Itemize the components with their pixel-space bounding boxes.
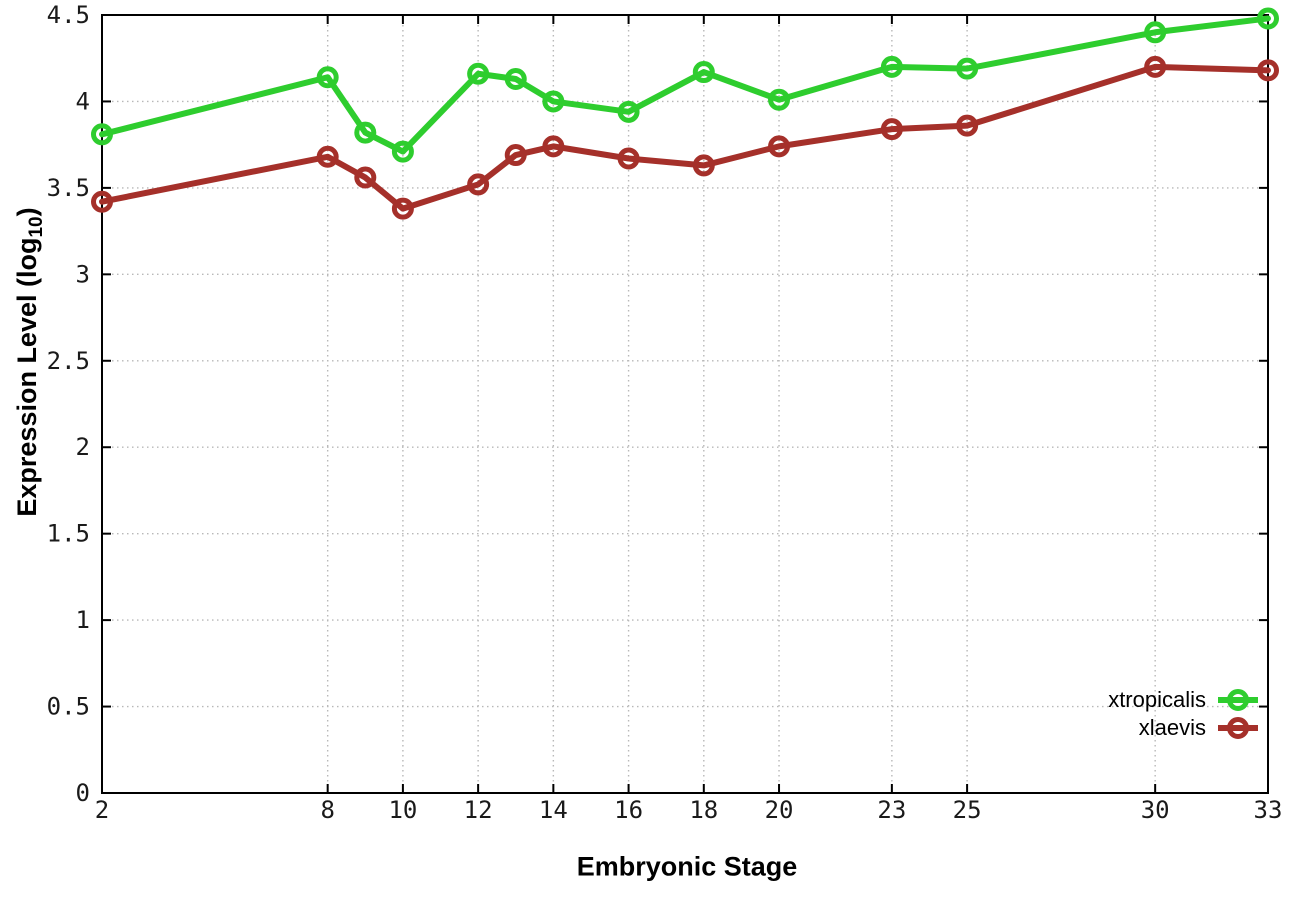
x-tick-label: 23 [877, 796, 906, 824]
y-tick-label: 3.5 [47, 174, 90, 202]
data-point-xtropicalis-10 [391, 140, 414, 163]
data-point-xlaevis-9 [354, 166, 377, 189]
data-point-xlaevis-8 [316, 145, 339, 168]
x-tick-label: 12 [464, 796, 493, 824]
data-point-xlaevis-25 [956, 114, 979, 137]
x-tick-label: 20 [765, 796, 794, 824]
y-tick-label: 3 [76, 260, 90, 288]
data-point-xtropicalis-12 [467, 62, 490, 85]
data-point-xlaevis-14 [542, 135, 565, 158]
data-point-xtropicalis-8 [316, 66, 339, 89]
y-tick-label: 0.5 [47, 693, 90, 721]
y-tick-label: 2.5 [47, 347, 90, 375]
y-axis-title: Expression Level (log10) [12, 207, 48, 516]
x-tick-label: 16 [614, 796, 643, 824]
y-tick-label: 4.5 [47, 1, 90, 29]
data-point-xlaevis-16 [617, 147, 640, 170]
y-axis-title-suffix: ) [11, 207, 42, 217]
legend-label-xlaevis: xlaevis [1139, 715, 1206, 740]
data-point-xtropicalis-16 [617, 100, 640, 123]
y-axis-title-subscript: 10 [26, 216, 48, 238]
data-point-xtropicalis-33 [1257, 7, 1279, 30]
y-tick-label: 1 [76, 606, 90, 634]
x-axis-title: Embryonic Stage [576, 851, 798, 882]
x-tick-label: 2 [95, 796, 109, 824]
x-tick-label: 18 [689, 796, 718, 824]
data-point-xlaevis-12 [467, 173, 490, 196]
x-tick-label: 30 [1141, 796, 1170, 824]
data-point-xlaevis-13 [504, 144, 527, 167]
data-point-xtropicalis-23 [880, 55, 903, 78]
y-axis-title-text: Expression Level (log [11, 237, 42, 517]
plot-border [101, 14, 1269, 794]
data-point-xtropicalis-14 [542, 90, 565, 113]
data-point-xtropicalis-18 [692, 61, 715, 84]
x-tick-label: 8 [320, 796, 334, 824]
x-tick-label: 33 [1254, 796, 1283, 824]
y-tick-label: 2 [76, 433, 90, 461]
legend-label-xtropicalis: xtropicalis [1108, 687, 1206, 712]
data-point-xlaevis-18 [692, 154, 715, 177]
data-point-xtropicalis-25 [956, 57, 979, 80]
data-point-xtropicalis-20 [768, 88, 791, 111]
data-point-xlaevis-2 [91, 190, 113, 213]
data-point-xtropicalis-13 [504, 67, 527, 90]
x-tick-label: 25 [953, 796, 982, 824]
data-point-xtropicalis-30 [1144, 21, 1167, 44]
legend-sample-marker-xtropicalis [1227, 689, 1249, 711]
data-point-xtropicalis-9 [354, 121, 377, 144]
data-point-xlaevis-20 [768, 135, 791, 158]
x-tick-label: 14 [539, 796, 568, 824]
data-point-xtropicalis-2 [91, 123, 113, 146]
data-point-xlaevis-10 [391, 197, 414, 220]
x-tick-label: 10 [388, 796, 417, 824]
y-tick-label: 0 [76, 779, 90, 807]
data-point-xlaevis-33 [1257, 59, 1279, 82]
y-tick-label: 4 [76, 87, 90, 115]
y-tick-label: 1.5 [47, 520, 90, 548]
legend-sample-marker-xlaevis [1227, 717, 1249, 739]
data-point-xlaevis-30 [1144, 55, 1167, 78]
data-point-xlaevis-23 [880, 118, 903, 141]
